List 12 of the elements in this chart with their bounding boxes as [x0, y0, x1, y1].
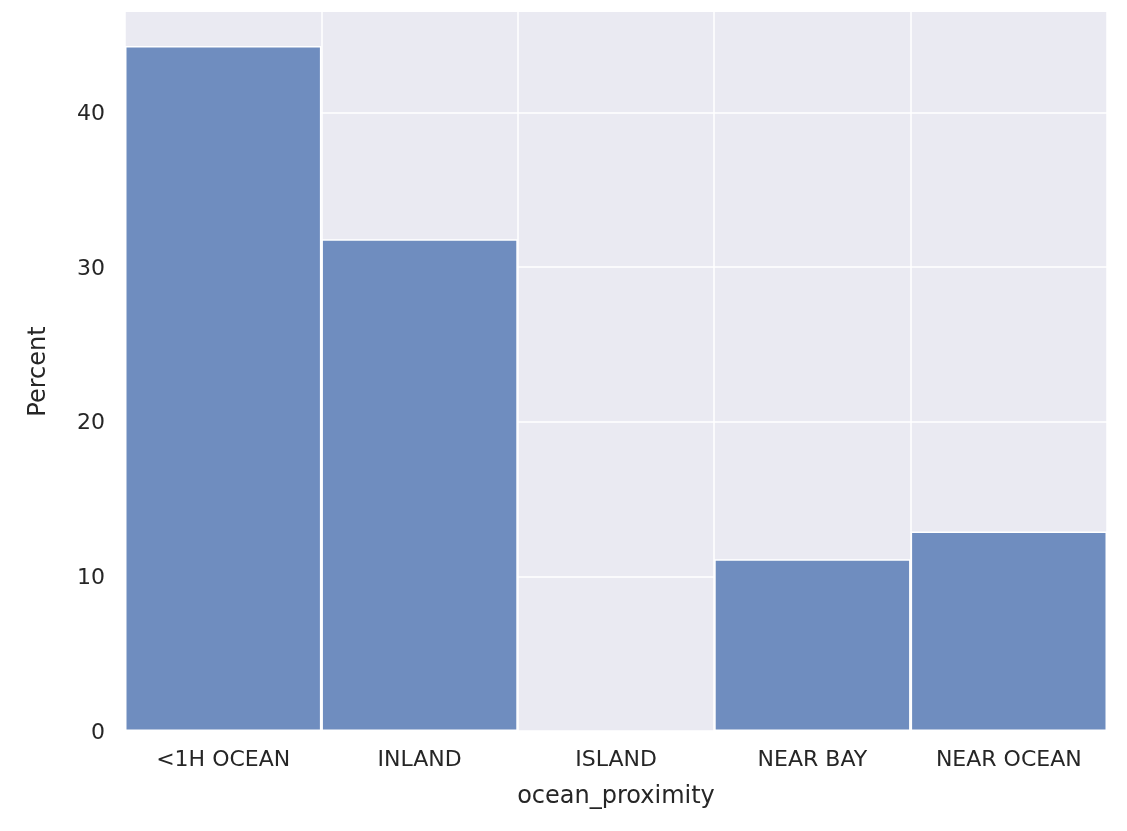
x-tick-label: ISLAND: [575, 745, 657, 771]
x-tick-label: NEAR BAY: [757, 745, 868, 771]
x-tick-label: <1H OCEAN: [156, 745, 291, 771]
x-tick-label: INLAND: [377, 745, 462, 771]
x-tick-label: NEAR OCEAN: [935, 745, 1082, 771]
x-axis-title: ocean_proximity: [517, 781, 715, 809]
y-tick-label: 20: [77, 409, 105, 435]
y-axis-title: Percent: [23, 326, 51, 417]
y-tick-label: 30: [77, 254, 105, 280]
y-tick-label: 0: [91, 718, 105, 744]
y-tick-label: 40: [77, 100, 105, 126]
y-tick-label: 10: [77, 563, 105, 589]
